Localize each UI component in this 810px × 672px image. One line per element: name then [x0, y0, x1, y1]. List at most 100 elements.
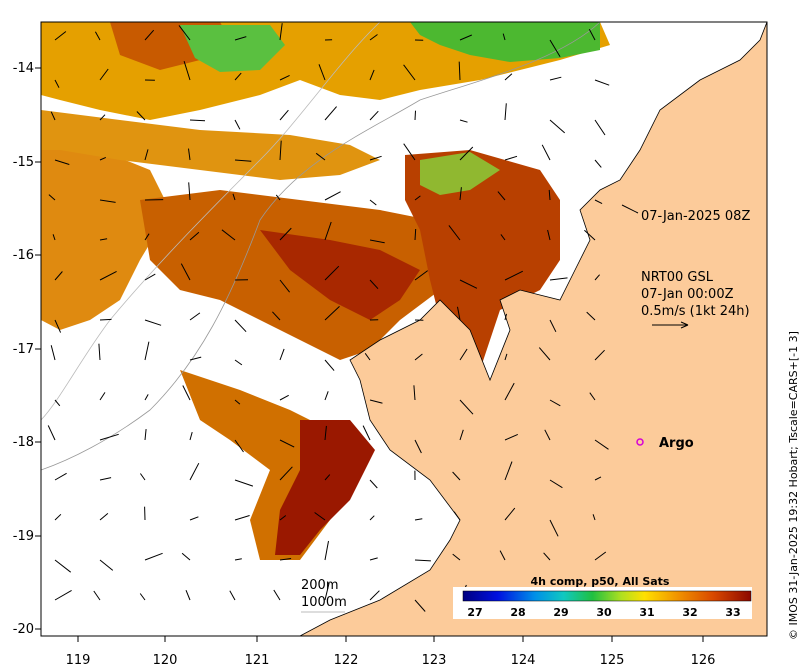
- current-vector: [504, 507, 516, 521]
- current-vector: [94, 31, 101, 41]
- current-vector: [188, 148, 191, 161]
- plot-frame: [40, 21, 768, 637]
- x-axis: 119 120 121 122 123 124 125 126: [66, 653, 716, 668]
- x-tick-label: 122: [334, 653, 359, 668]
- current-vector: [52, 234, 56, 241]
- current-vector: [369, 479, 378, 489]
- current-vector: [144, 149, 149, 161]
- current-vector: [232, 193, 236, 201]
- current-vector: [504, 155, 518, 161]
- current-vector: [178, 25, 191, 41]
- current-vector: [414, 353, 423, 361]
- colorbar-tick-label: 28: [510, 606, 525, 619]
- current-vector: [364, 353, 371, 361]
- current-vector: [549, 519, 559, 537]
- current-vector: [324, 106, 337, 121]
- current-vector: [234, 36, 247, 41]
- current-vector: [594, 159, 602, 168]
- current-vector: [504, 433, 519, 441]
- y-axis: -14 -15 -16 -17 -18 -19 -20: [13, 61, 34, 637]
- current-vector: [369, 110, 379, 121]
- colorbar-tick-label: 33: [725, 606, 740, 619]
- x-tick-label: 120: [153, 653, 178, 668]
- current-vector: [54, 399, 61, 407]
- current-vector: [229, 590, 236, 601]
- current-vector: [403, 64, 416, 81]
- current-vector: [413, 385, 416, 401]
- current-vector: [279, 439, 295, 448]
- current-vector: [180, 263, 191, 281]
- current-vector: [586, 311, 596, 321]
- current-vector: [182, 385, 191, 401]
- current-vector: [54, 589, 72, 601]
- current-vector: [499, 550, 506, 561]
- x-tick-label: 125: [600, 653, 625, 668]
- current-vector: [50, 111, 56, 121]
- current-vector: [136, 111, 146, 121]
- current-vector: [500, 234, 506, 241]
- current-vector: [144, 273, 156, 281]
- current-vector: [279, 279, 290, 293]
- current-vector: [324, 582, 330, 601]
- current-vector: [99, 392, 106, 401]
- current-vector: [99, 270, 117, 281]
- current-vector: [324, 474, 331, 481]
- current-vector: [54, 319, 62, 333]
- current-vector: [592, 514, 596, 521]
- current-vector: [324, 540, 329, 561]
- axis-ticks: [35, 67, 704, 642]
- current-vector: [54, 513, 62, 521]
- current-vector: [189, 231, 200, 241]
- current-vector: [457, 306, 461, 321]
- current-vector: [234, 399, 241, 405]
- current-vector: [594, 551, 607, 561]
- x-tick-label: 124: [511, 653, 536, 668]
- current-vector: [594, 476, 602, 481]
- contour-200m: [41, 22, 601, 471]
- current-vector: [459, 146, 474, 161]
- map-plot-area: [41, 22, 767, 636]
- current-vector: [54, 79, 60, 88]
- current-vector: [47, 425, 56, 441]
- y-tick-label: -20: [13, 622, 34, 637]
- colorbar-tick-label: 27: [467, 606, 482, 619]
- current-vector: [504, 353, 508, 361]
- current-scale-label: 0.5m/s (1kt 24h): [641, 304, 750, 319]
- x-tick-label: 123: [422, 653, 447, 668]
- current-vector: [549, 76, 562, 81]
- sst-patch-green-1: [410, 22, 600, 62]
- current-vector: [99, 433, 119, 441]
- current-vector: [234, 159, 252, 162]
- current-vector: [504, 382, 515, 401]
- current-vector: [448, 225, 461, 241]
- current-vector: [181, 552, 191, 561]
- contour-200m-label: 200m: [301, 578, 338, 593]
- current-vector: [279, 109, 289, 121]
- current-vector: [54, 31, 67, 41]
- current-vector: [275, 194, 281, 201]
- current-vector: [459, 399, 474, 415]
- satellite-time-label: 07-Jan-2025 08Z: [641, 209, 750, 224]
- current-vector: [502, 33, 506, 41]
- current-vector: [403, 143, 416, 161]
- current-vector: [452, 471, 461, 481]
- current-vector: [369, 590, 380, 601]
- current-vector: [48, 194, 56, 201]
- current-vector: [99, 199, 116, 203]
- current-vector: [54, 472, 67, 481]
- current-vector: [234, 119, 241, 130]
- colorbar-tick-label: 30: [596, 606, 612, 619]
- current-vector: [504, 461, 513, 481]
- y-tick-label: -15: [13, 155, 34, 170]
- current-vector: [588, 28, 596, 41]
- current-vector: [594, 349, 605, 361]
- current-vector: [459, 187, 462, 201]
- y-tick-label: -19: [13, 529, 34, 544]
- current-vector: [324, 306, 340, 321]
- sst-patch-central-warm: [260, 230, 420, 320]
- current-vector: [414, 270, 428, 281]
- current-vector: [324, 425, 327, 441]
- current-vector: [538, 347, 551, 361]
- x-tick-label: 126: [691, 653, 716, 668]
- current-vector: [188, 182, 191, 201]
